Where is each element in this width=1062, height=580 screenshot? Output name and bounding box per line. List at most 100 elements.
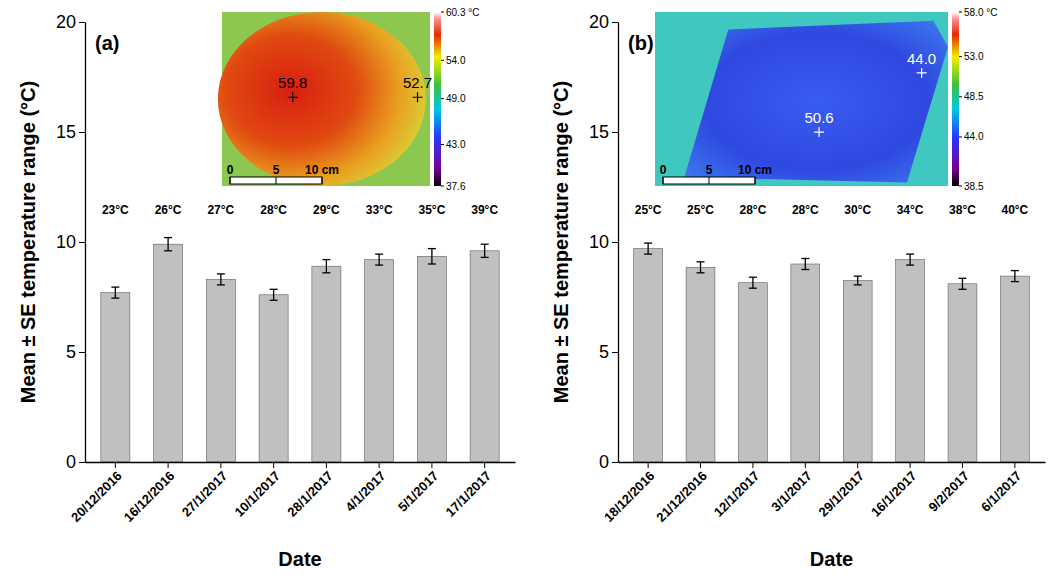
tick-label: 20 [56,12,76,32]
tick-label: 0 [599,452,609,472]
tick-mark [857,462,858,468]
error-bar [375,254,383,265]
tick-mark [962,462,963,468]
error-cap [111,286,119,287]
bar [791,264,820,462]
tick: 10/1/2017 [232,462,284,520]
tick-label: 20 [589,12,609,32]
spot-marker [814,127,824,137]
error-bar [164,238,172,251]
bar [896,260,925,462]
tick-mark [805,462,806,468]
spot-temperature: 52.7 [403,74,432,91]
error-cap [270,300,278,301]
tick-mark [431,462,432,468]
color-bar-tick [959,136,962,137]
error-line [700,262,701,273]
spot-temperature: 44.0 [907,50,936,67]
bar [686,267,715,462]
y-axis-title: Mean ± SE temperature range (°C) [17,81,39,403]
tick-mark [115,462,116,468]
bar [101,293,130,462]
tick-mark [79,242,85,243]
error-line [273,289,274,300]
annotation: 28°C [740,203,767,217]
tick: 17/1/2017 [443,462,495,520]
annotation: 33°C [366,203,393,217]
color-bar-label: 44.0 [964,131,984,142]
color-bar-label: 49.0 [446,93,466,104]
error-bar [801,259,809,270]
tick-label: 16/1/2017 [868,468,920,520]
tick-mark [273,462,274,468]
tick-mark [612,132,618,133]
error-bar [697,262,705,273]
color-bar-label: 54.0 [446,55,466,66]
bar [312,266,341,462]
color-bar-tick [959,12,962,13]
tick-mark [79,132,85,133]
tick-mark [79,352,85,353]
image-object [684,21,948,183]
tick-mark [379,462,380,468]
tick: 9/2/2017 [925,462,971,515]
panel: 59.852.70510 cm60.3 °C54.049.043.037.623… [17,7,516,571]
axis-line [86,462,516,463]
tick: 5/1/2017 [395,462,441,515]
error-cap [217,273,225,274]
error-cap [111,297,119,298]
tick: 20/12/2016 [68,462,125,525]
bar [206,279,235,462]
tick-label: 29/1/2017 [816,468,868,520]
tick: 0 [66,452,85,472]
tick-label: 0 [66,452,76,472]
tick-label: 5 [66,342,76,362]
error-cap [644,242,652,243]
color-bar-label: 37.6 [446,181,466,192]
bar [417,256,446,462]
error-line [1014,271,1015,282]
error-cap [481,244,489,245]
tick-mark [220,462,221,468]
error-line [805,259,806,270]
y-axis: 05101520 [589,12,619,472]
bar [634,249,663,462]
tick-label: 4/1/2017 [342,468,388,514]
spot-temperature: 50.6 [804,109,833,126]
error-cap [322,272,330,273]
annotation: 35°C [418,203,445,217]
scale-bar-label: 10 cm [305,163,339,177]
tick: 28/1/2017 [284,462,336,520]
tick-label: 9/2/2017 [925,468,971,514]
error-line [484,244,485,257]
spot-marker [413,92,423,102]
error-cap [697,272,705,273]
error-cap [906,264,914,265]
error-bar [322,260,330,273]
tick-mark [79,22,85,23]
tick: 29/1/2017 [816,462,868,520]
tick-mark [484,462,485,468]
scale-bar-label: 5 [273,163,280,177]
color-bar-tick [959,56,962,57]
tick-label: 10 [56,232,76,252]
scale-bar [663,177,755,184]
scale-bar-tick [230,177,231,184]
tick: 18/12/2016 [601,462,658,525]
x-axis-title: Date [278,548,321,570]
tick-mark [1014,462,1015,468]
marks [634,243,1030,462]
tick: 20 [56,12,85,32]
error-line [167,238,168,251]
color-bar-tick [959,96,962,97]
tick-label: 20/12/2016 [68,468,125,525]
tick-label: 10/1/2017 [232,468,284,520]
error-line [857,276,858,285]
tick: 15 [589,122,618,142]
annotation: 28°C [260,203,287,217]
annotation: 27°C [207,203,234,217]
y-axis-title: Mean ± SE temperature range (°C) [550,81,572,403]
annotation: 26°C [155,203,182,217]
error-cap [749,288,757,289]
tick-mark [168,462,169,468]
